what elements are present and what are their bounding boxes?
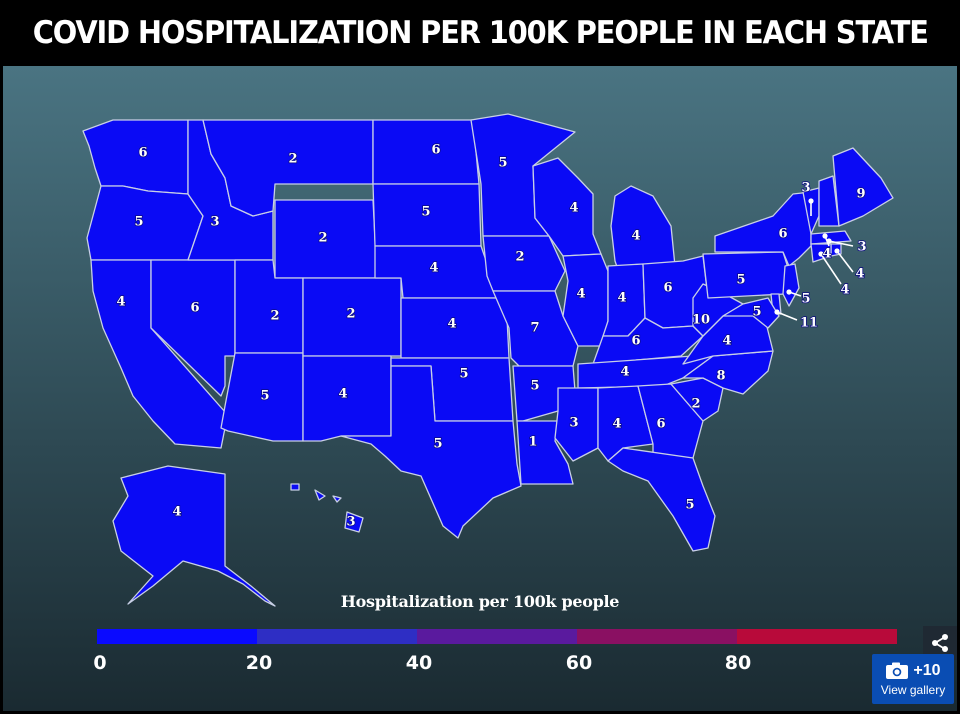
leader-dot-nj <box>786 289 792 295</box>
leader-dot-ma <box>826 238 832 244</box>
state-value-co: 2 <box>346 307 355 322</box>
state-ma <box>810 230 852 245</box>
state-value-me: 9 <box>856 187 865 202</box>
camera-icon <box>886 662 909 679</box>
state-value-va: 4 <box>722 334 731 349</box>
page-title: COVID HOSPITALIZATION PER 100K PEOPLE IN… <box>32 15 928 51</box>
state-value-mn: 5 <box>498 156 507 171</box>
state-value-ri: 4 <box>855 267 864 282</box>
state-value-ut: 2 <box>270 309 279 324</box>
state-value-de: 11 <box>800 316 818 331</box>
legend-tick-20: 20 <box>245 652 273 674</box>
state-value-ks: 4 <box>447 317 456 332</box>
share-icon <box>932 634 948 652</box>
state-value-nm: 4 <box>338 387 347 402</box>
leader-line-ri <box>836 250 854 273</box>
state-value-nc: 8 <box>716 369 725 384</box>
leader-dot-nh <box>822 233 828 239</box>
gallery-count-row: +10 <box>885 661 941 680</box>
state-value-ca: 4 <box>116 295 125 310</box>
leader-dot-de <box>774 309 780 315</box>
state-value-nv: 6 <box>190 301 199 316</box>
legend-segment-0-20 <box>97 629 257 644</box>
state-value-in: 4 <box>617 291 626 306</box>
state-value-la: 1 <box>528 435 537 450</box>
state-value-oh: 6 <box>663 281 672 296</box>
state-value-ny: 6 <box>778 227 787 242</box>
state-value-il: 4 <box>576 287 585 302</box>
legend-tick-80: 80 <box>724 652 752 674</box>
leader-line-ma <box>828 240 854 247</box>
state-value-md: 5 <box>752 305 761 320</box>
legend-tick-40: 40 <box>405 652 433 674</box>
state-value-tx: 5 <box>433 437 442 452</box>
state-value-ne: 4 <box>429 261 438 276</box>
state-sc <box>670 377 724 422</box>
leader-dot-vt <box>808 198 814 204</box>
state-value-mo: 7 <box>530 321 539 336</box>
leader-line-de <box>776 311 798 321</box>
state-value-ma: 3 <box>857 240 866 255</box>
state-value-al: 4 <box>612 417 621 432</box>
state-me <box>832 147 894 227</box>
map-panel: 6 5 4 6 3 2 2 2 5 2 4 6 5 4 4 5 5 5 2 7 5 1 4 4 4 4 6 6 4 3 4 6 5 2 8 4 10 5 6… <box>3 66 957 711</box>
state-value-id: 3 <box>210 215 219 230</box>
state-value-or: 5 <box>134 215 143 230</box>
state-wa <box>82 119 189 195</box>
state-value-sc: 2 <box>691 397 700 412</box>
state-value-hi: 3 <box>346 515 355 530</box>
state-value-pa: 5 <box>736 273 745 288</box>
legend-tick-60: 60 <box>565 652 593 674</box>
state-value-nd: 6 <box>431 143 440 158</box>
state-wi <box>532 157 602 257</box>
leader-dot-ct <box>818 251 824 257</box>
state-value-fl: 5 <box>685 498 694 513</box>
state-fl <box>607 447 716 552</box>
state-pa <box>702 251 790 299</box>
legend-tick-0: 0 <box>93 652 107 674</box>
state-value-ct: 4 <box>840 283 849 298</box>
state-tx <box>340 365 522 539</box>
state-value-ok: 5 <box>459 367 468 382</box>
state-or <box>86 185 204 261</box>
state-value-mi: 4 <box>631 229 640 244</box>
leader-line-ct <box>820 253 842 285</box>
state-value-nh: 4 <box>822 247 831 262</box>
legend-segment-40-60 <box>417 629 577 644</box>
legend-segment-80-100 <box>737 629 897 644</box>
state-value-mt: 2 <box>288 152 297 167</box>
state-value-vt: 3 <box>801 181 810 196</box>
state-value-ar: 5 <box>530 379 539 394</box>
state-value-ia: 2 <box>515 250 524 265</box>
state-value-ky: 6 <box>631 334 640 349</box>
leader-dot-ri <box>834 248 840 254</box>
state-hi <box>290 483 364 533</box>
state-ak <box>112 465 276 607</box>
legend-color-bar <box>97 629 897 644</box>
state-value-az: 5 <box>260 389 269 404</box>
state-value-ak: 4 <box>172 505 181 520</box>
state-nd <box>372 119 480 185</box>
state-value-wi: 4 <box>569 201 578 216</box>
state-value-ms: 3 <box>569 416 578 431</box>
state-nj <box>782 263 800 307</box>
legend-title: Hospitalization per 100k people <box>340 592 620 611</box>
state-md <box>722 297 780 329</box>
state-value-nj: 5 <box>801 292 810 307</box>
view-gallery-button[interactable]: +10 View gallery <box>872 654 954 704</box>
title-bar: COVID HOSPITALIZATION PER 100K PEOPLE IN… <box>0 0 960 66</box>
state-value-wa: 6 <box>138 146 147 161</box>
gallery-label: View gallery <box>880 682 946 697</box>
state-value-wy: 2 <box>318 231 327 246</box>
state-ny <box>714 191 812 267</box>
legend-segment-60-80 <box>577 629 737 644</box>
state-value-sd: 5 <box>421 205 430 220</box>
gallery-count: +10 <box>913 661 941 679</box>
state-value-tn: 4 <box>620 365 629 380</box>
state-value-ga: 6 <box>656 417 665 432</box>
state-value-wv: 10 <box>692 313 710 328</box>
legend-segment-20-40 <box>257 629 417 644</box>
